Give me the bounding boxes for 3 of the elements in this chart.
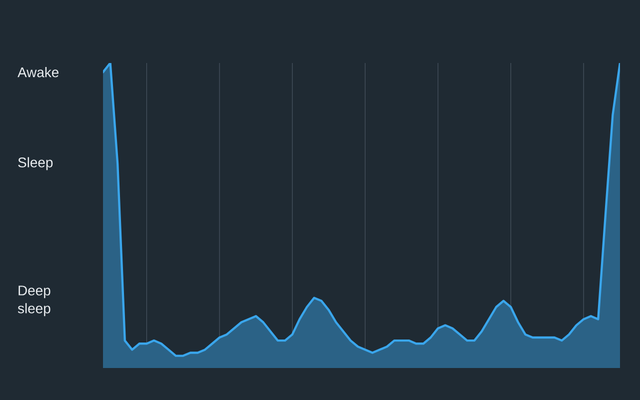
text: Awake	[18, 67, 59, 78]
text: Sleep	[18, 157, 53, 170]
text: Deep sleep	[18, 286, 50, 316]
